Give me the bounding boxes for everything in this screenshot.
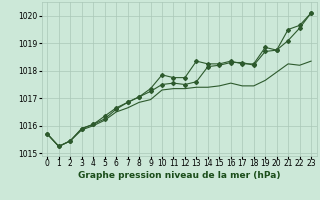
X-axis label: Graphe pression niveau de la mer (hPa): Graphe pression niveau de la mer (hPa)	[78, 171, 280, 180]
